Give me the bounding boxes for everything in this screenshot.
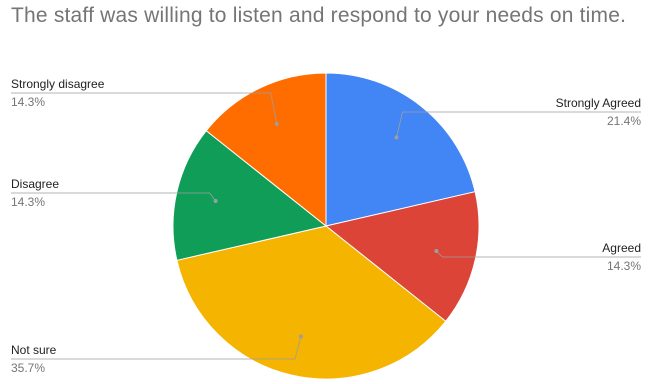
callout-anchor-dot [434, 249, 439, 253]
slice-label: Not sure [11, 343, 57, 357]
pie-callouts: Strongly Agreed 21.4% Agreed 14.3% Not sure 3… [11, 77, 641, 375]
callout-leader-line [396, 111, 641, 138]
pie-slice-agreed [324, 191, 480, 322]
slice-label: Disagree [11, 177, 59, 191]
slice-percent-label: 35.7% [11, 361, 45, 375]
callout-agreed: Agreed 14.3% [434, 241, 641, 273]
callout-leader-line [11, 192, 216, 202]
slice-percent-label: 21.4% [607, 114, 641, 128]
slice-percent-label: 14.3% [607, 259, 641, 273]
callout-anchor-dot [394, 135, 399, 140]
pie-slice-disagree [172, 130, 328, 261]
slice-percent-label: 14.3% [11, 195, 45, 209]
pie-slice-strongly-disagree [205, 72, 327, 228]
pie-slice-not-sure [176, 225, 447, 380]
slice-label: Agreed [602, 241, 641, 255]
callout-leader-line [11, 336, 302, 360]
slice-percent-label: 14.3% [11, 95, 45, 109]
callout-anchor-dot [274, 122, 279, 126]
slice-label: Strongly Agreed [556, 96, 641, 110]
callout-strongly-disagree: Strongly disagree 14.3% [11, 77, 279, 126]
callout-not-sure: Not sure 35.7% [11, 334, 303, 375]
slice-label: Strongly disagree [11, 77, 105, 91]
callout-leader-line [436, 250, 641, 258]
chart-title: The staff was willing to listen and resp… [11, 4, 627, 27]
pie-slices [172, 72, 480, 380]
callout-strongly-agreed: Strongly Agreed 21.4% [394, 96, 641, 140]
callout-anchor-dot [299, 334, 303, 339]
callout-leader-line [11, 92, 278, 125]
pie-slice-strongly-agreed [325, 72, 476, 227]
callout-disagree: Disagree 14.3% [11, 177, 218, 209]
callout-anchor-dot [213, 199, 218, 203]
